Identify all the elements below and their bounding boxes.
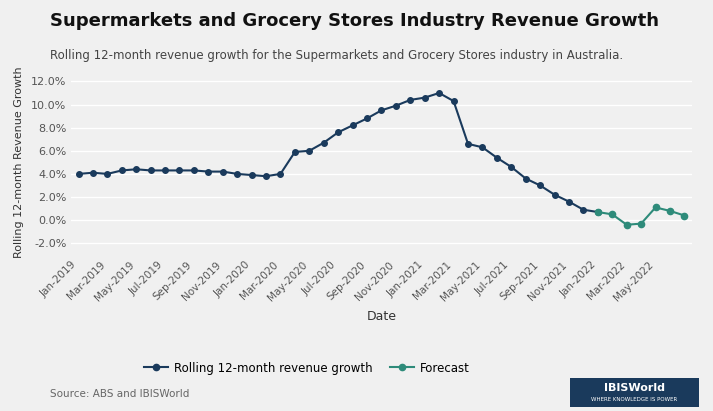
X-axis label: Date: Date xyxy=(366,310,396,323)
Legend: Rolling 12-month revenue growth, Forecast: Rolling 12-month revenue growth, Forecas… xyxy=(140,357,474,379)
Y-axis label: Rolling 12-month Revenue Growth: Rolling 12-month Revenue Growth xyxy=(14,67,24,258)
Text: Source: ABS and IBISWorld: Source: ABS and IBISWorld xyxy=(50,389,189,399)
Text: IBISWorld: IBISWorld xyxy=(604,383,665,393)
Text: Rolling 12-month revenue growth for the Supermarkets and Grocery Stores industry: Rolling 12-month revenue growth for the … xyxy=(50,49,623,62)
Text: WHERE KNOWLEDGE IS POWER: WHERE KNOWLEDGE IS POWER xyxy=(592,397,677,402)
Text: Supermarkets and Grocery Stores Industry Revenue Growth: Supermarkets and Grocery Stores Industry… xyxy=(50,12,659,30)
